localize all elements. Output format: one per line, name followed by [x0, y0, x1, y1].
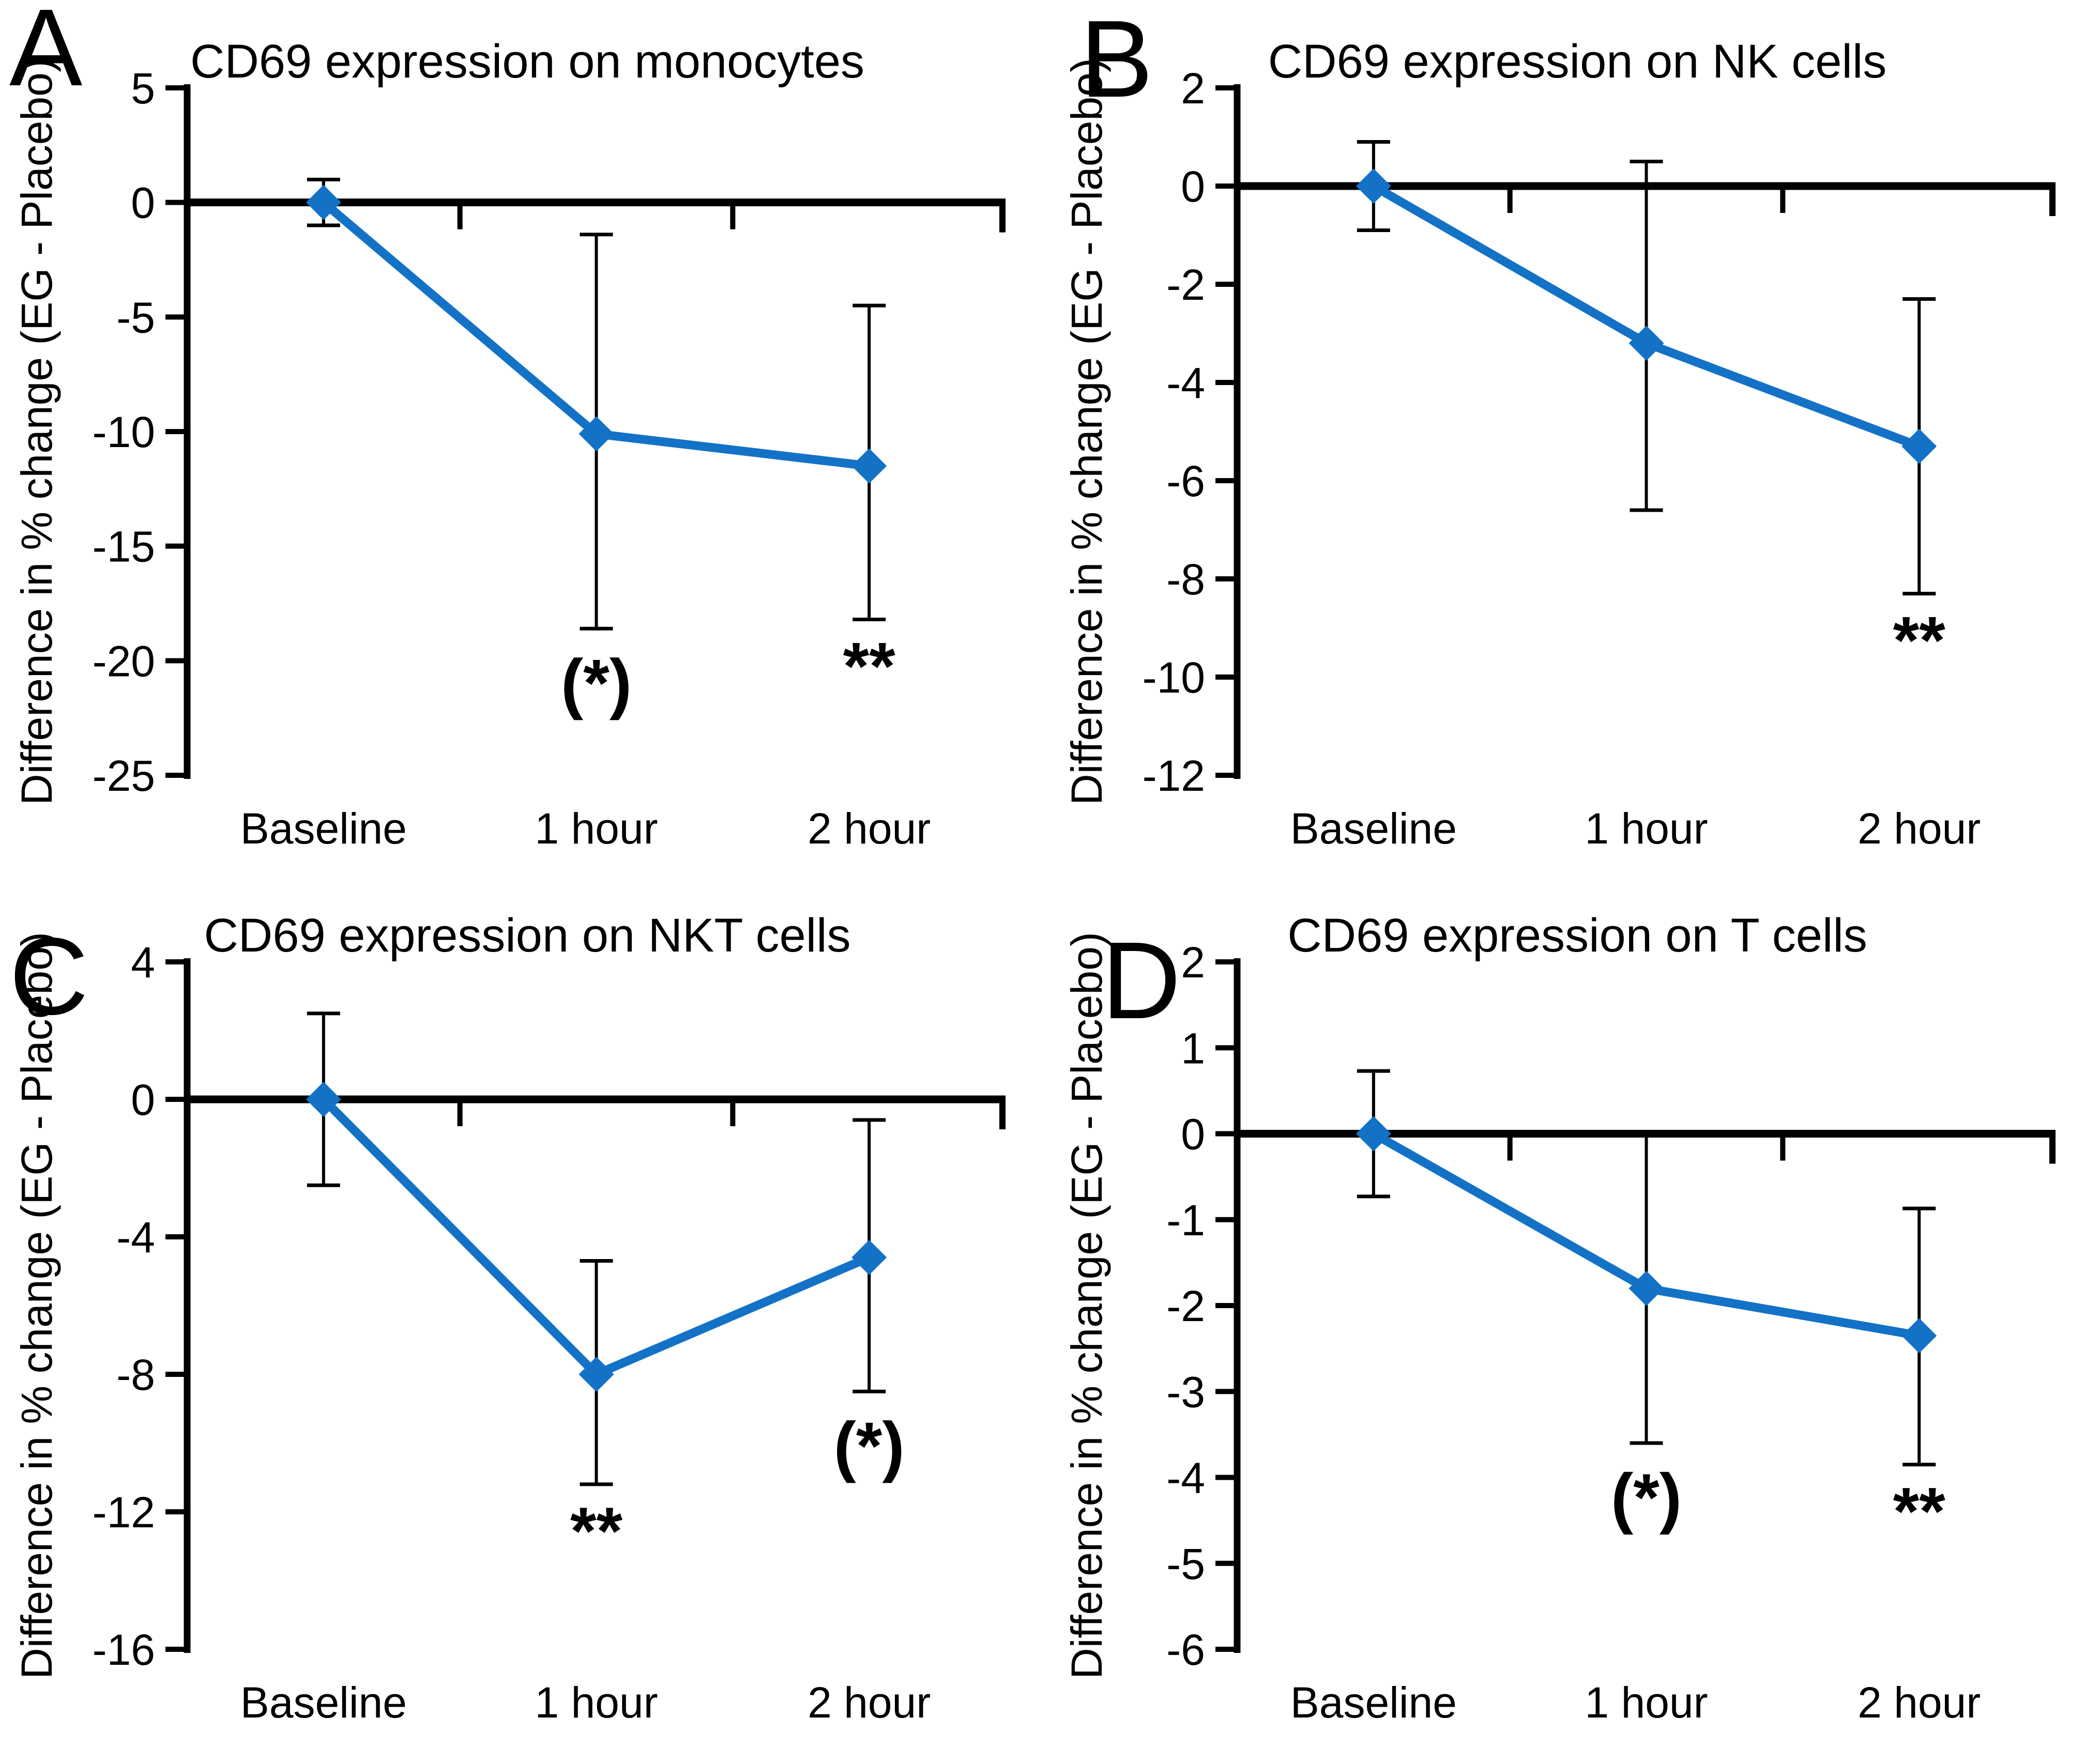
y-tick-label: -20	[93, 637, 155, 685]
panel-label-d: D	[1102, 919, 1181, 1041]
y-tick-label: -15	[93, 523, 155, 571]
y-tick-label: -1	[1166, 1196, 1205, 1245]
y-tick-label: -12	[1143, 752, 1205, 800]
y-tick-label: -16	[93, 1626, 155, 1674]
y-tick-label: -25	[93, 752, 155, 800]
chart-canvas-t-cells: CD69 expression on T cells Difference in …	[1062, 909, 2056, 1727]
x-category-label: Baseline	[240, 804, 407, 853]
y-tick-label: 2	[1181, 64, 1205, 113]
panel-label-c: C	[9, 915, 89, 1037]
chart-title: CD69 expression on NKT cells	[204, 909, 850, 962]
significance-annotation: **	[1893, 603, 1946, 678]
chart-canvas-monocytes: CD69 expression on monocytes Difference i…	[12, 35, 1006, 853]
significance-annotation: **	[1893, 1474, 1946, 1549]
panel-label-b: B	[1080, 0, 1153, 120]
data-point-marker	[851, 448, 887, 484]
data-point-marker	[1629, 326, 1664, 361]
chart-title: CD69 expression on T cells	[1287, 909, 1867, 962]
x-category-label: 1 hour	[535, 804, 658, 853]
chart-title: CD69 expression on NK cells	[1268, 35, 1887, 88]
y-tick-label: -6	[1166, 1626, 1205, 1674]
y-tick-label: -10	[93, 408, 155, 456]
panel-a-monocytes: A CD69 expression on monocytes Difference…	[0, 0, 1050, 874]
y-tick-label: -8	[1166, 555, 1205, 604]
x-category-label: 1 hour	[1585, 804, 1708, 853]
panel-d-t-cells: D CD69 expression on T cells Difference i…	[1050, 874, 2100, 1748]
y-tick-label: -2	[1166, 1282, 1205, 1330]
x-category-label: 1 hour	[535, 1678, 658, 1727]
y-tick-label: -4	[1166, 359, 1205, 407]
y-tick-label: -12	[93, 1488, 155, 1537]
data-point-marker	[579, 416, 614, 452]
data-point-marker	[1356, 1116, 1391, 1152]
y-tick-label: -4	[116, 1213, 155, 1262]
data-point-marker	[1629, 1270, 1664, 1306]
y-tick-label: -10	[1143, 653, 1205, 702]
y-axis-title: Difference in % change (EG - Placebo)	[1062, 932, 1111, 1679]
panel-b-nk-cells: B CD69 expression on NK cells Difference …	[1050, 0, 2100, 874]
data-point-marker	[579, 1357, 614, 1392]
data-point-marker	[1901, 1318, 1937, 1354]
x-category-label: 2 hour	[808, 1678, 931, 1727]
x-category-label: 2 hour	[808, 804, 931, 853]
data-point-marker	[306, 1082, 341, 1117]
x-category-label: Baseline	[240, 1678, 407, 1727]
y-axis-title: Difference in % change (EG - Placebo)	[1062, 58, 1111, 805]
y-tick-label: 0	[1181, 1110, 1205, 1159]
data-point-marker	[851, 1239, 887, 1275]
panel-label-a: A	[9, 0, 83, 109]
x-category-label: Baseline	[1290, 804, 1457, 853]
chart-title: CD69 expression on monocytes	[190, 35, 864, 88]
y-tick-label: 0	[131, 179, 155, 227]
panel-c-nkt-cells: C CD69 expression on NKT cells Difference…	[0, 874, 1050, 1748]
significance-annotation: (*)	[1611, 1460, 1682, 1535]
significance-annotation: **	[843, 628, 896, 704]
y-tick-label: -5	[116, 293, 155, 342]
y-tick-label: -2	[1166, 260, 1205, 309]
significance-annotation: (*)	[561, 645, 632, 720]
x-category-label: 1 hour	[1585, 1678, 1708, 1727]
y-axis-title: Difference in % change (EG - Placebo)	[12, 932, 61, 1679]
y-tick-label: -4	[1166, 1454, 1205, 1502]
y-tick-label: 4	[131, 938, 155, 987]
y-tick-label: 0	[1181, 162, 1205, 211]
significance-annotation: **	[570, 1493, 623, 1569]
y-tick-label: -5	[1166, 1540, 1205, 1588]
data-point-marker	[306, 185, 341, 220]
y-tick-label: -8	[116, 1351, 155, 1399]
x-category-label: 2 hour	[1858, 804, 1981, 853]
data-point-marker	[1356, 168, 1391, 204]
y-tick-label: -3	[1166, 1368, 1205, 1416]
y-axis-title: Difference in % change (EG - Placebo)	[12, 58, 61, 805]
significance-annotation: (*)	[834, 1408, 905, 1483]
y-tick-label: 0	[131, 1076, 155, 1124]
x-category-label: 2 hour	[1858, 1678, 1981, 1727]
data-point-marker	[1901, 428, 1937, 464]
y-tick-label: 5	[131, 64, 155, 113]
chart-canvas-nk-cells: CD69 expression on NK cells Difference in…	[1062, 35, 2056, 853]
y-tick-label: 2	[1181, 938, 1205, 987]
x-category-label: Baseline	[1290, 1678, 1457, 1727]
y-tick-label: 1	[1181, 1024, 1205, 1072]
chart-canvas-nkt-cells: CD69 expression on NKT cells Difference i…	[12, 909, 1006, 1727]
y-tick-label: -6	[1166, 457, 1205, 505]
